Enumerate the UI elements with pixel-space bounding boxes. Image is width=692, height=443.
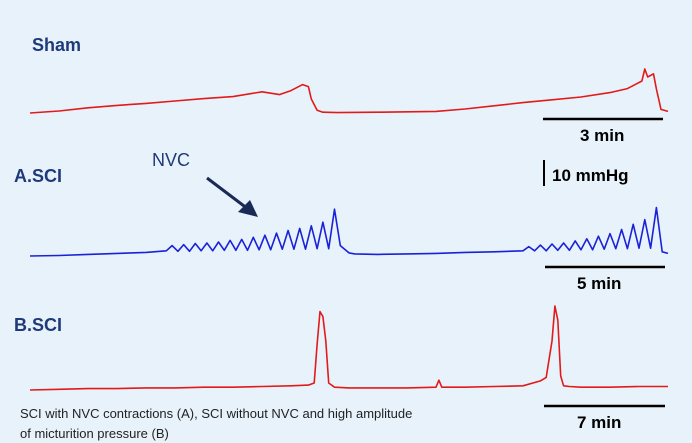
caption-line-2: of micturition pressure (B) <box>20 426 169 441</box>
nvc-arrow-shaft <box>206 176 249 211</box>
sci-a-pressure-trace <box>29 206 669 257</box>
sci-b-pressure-trace <box>29 305 668 391</box>
panel-label-sham: Sham <box>32 35 81 55</box>
panel-label-sci-a: A.SCI <box>14 166 62 186</box>
sham-pressure-trace <box>29 68 669 114</box>
scale-label-10mmhg: 10 mmHg <box>552 166 629 185</box>
scale-label-7min: 7 min <box>577 413 621 432</box>
traces-layer <box>29 68 669 391</box>
scale-label-3min: 3 min <box>580 126 624 145</box>
scale-label-5min: 5 min <box>577 274 621 293</box>
panel-label-sci-b: B.SCI <box>14 315 62 335</box>
caption-line-1: SCI with NVC contractions (A), SCI witho… <box>20 406 412 421</box>
nvc-arrow-head <box>238 200 258 217</box>
nvc-annotation: NVC <box>152 150 190 170</box>
